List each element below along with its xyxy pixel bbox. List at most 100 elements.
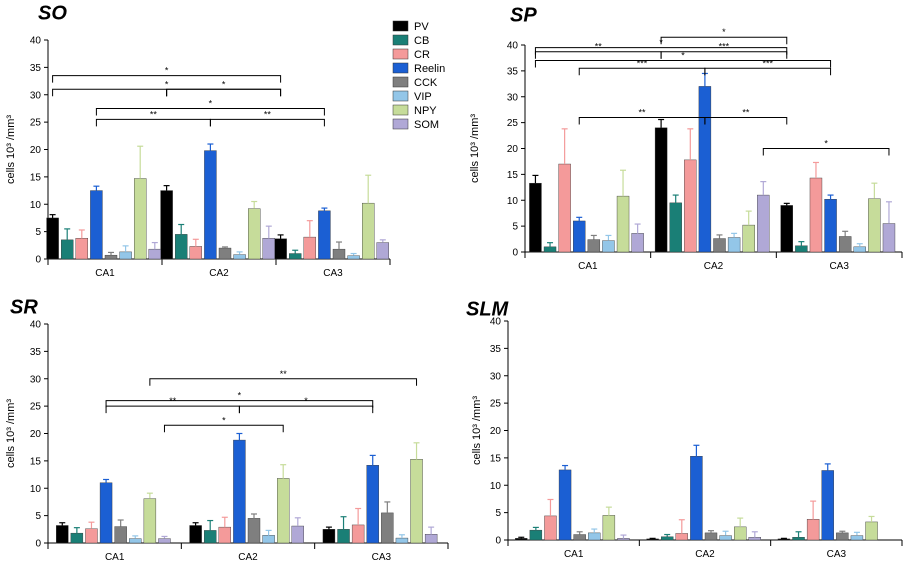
significance-bracket — [578, 116, 706, 125]
bar-npy — [410, 459, 423, 544]
significance-label: *** — [719, 42, 730, 52]
bar-cr — [218, 526, 232, 544]
y-tick-label: 40 — [507, 41, 519, 52]
bar-cr — [684, 159, 697, 253]
bar-pv — [646, 538, 659, 541]
bar-cck — [838, 236, 852, 253]
y-tick-label: 25 — [507, 118, 519, 129]
y-tick-label: 15 — [507, 170, 519, 181]
legend-label-vip: VIP — [414, 91, 432, 103]
y-tick-label: 20 — [490, 426, 502, 437]
legend-swatch-npy — [392, 104, 409, 116]
y-tick-label: 0 — [495, 536, 501, 547]
bar-cb — [543, 246, 557, 253]
bar-reelin — [318, 210, 331, 260]
bar-npy — [602, 515, 616, 541]
legend-swatch-cr — [392, 48, 409, 60]
y-tick-label: 20 — [30, 429, 42, 440]
y-tick-label: 5 — [512, 222, 518, 233]
y-tick-label: 40 — [30, 320, 42, 331]
bar-pv — [780, 205, 793, 253]
bar-reelin — [821, 470, 834, 541]
significance-label: ** — [639, 107, 647, 117]
y-tick-label: 10 — [507, 196, 519, 207]
bar-cr — [85, 528, 98, 544]
significance-bracket — [95, 118, 211, 127]
x-tick-label: CA3 — [827, 549, 847, 560]
significance-bracket — [105, 405, 240, 414]
bar-som — [617, 538, 630, 541]
bar-cb — [70, 532, 84, 544]
bar-npy — [362, 202, 375, 260]
significance-label: * — [209, 98, 213, 108]
y-tick-label: 25 — [30, 118, 42, 129]
significance-label: * — [722, 27, 726, 37]
bar-cb — [792, 537, 805, 541]
legend-label-som: SOM — [414, 119, 439, 131]
bar-npy — [865, 521, 878, 541]
bar-som — [376, 242, 389, 260]
bar-reelin — [824, 199, 837, 253]
significance-label: * — [824, 139, 828, 149]
significance-bracket — [534, 60, 832, 68]
significance-label: ** — [280, 369, 288, 379]
y-tick-label: 30 — [30, 90, 42, 101]
bar-som — [148, 248, 162, 260]
bar-vip — [727, 237, 741, 253]
bar-npy — [143, 498, 157, 544]
y-axis-label: cells 10³ /mm³ — [5, 115, 17, 184]
significance-label: ** — [169, 396, 177, 406]
bar-cr — [809, 177, 823, 253]
significance-bracket — [704, 116, 788, 125]
bar-reelin — [204, 150, 217, 260]
x-tick-label: CA1 — [564, 549, 584, 560]
significance-bracket — [163, 424, 284, 433]
y-tick-label: 20 — [507, 144, 519, 155]
bar-pv — [322, 529, 336, 544]
bar-cb — [795, 245, 808, 253]
significance-bracket — [578, 67, 706, 76]
bar-cb — [203, 530, 217, 544]
legend-swatch-cb — [392, 34, 409, 46]
legend-label-reelin: Reelin — [414, 63, 445, 75]
bar-cr — [806, 518, 820, 541]
y-tick-label: 10 — [30, 200, 42, 211]
y-axis-label: cells 10³ /mm³ — [471, 396, 483, 465]
bar-npy — [742, 224, 755, 253]
x-tick-label: CA2 — [704, 261, 724, 272]
legend-swatch-som — [392, 118, 409, 130]
bar-pv — [274, 238, 287, 260]
bar-cr — [351, 524, 365, 544]
significance-bracket — [95, 107, 325, 116]
bar-cck — [573, 534, 586, 541]
significance-label: *** — [762, 58, 773, 68]
bar-pv — [56, 525, 69, 544]
significance-bracket — [149, 378, 418, 386]
panel-title: SR — [10, 296, 38, 318]
bar-cr — [675, 533, 688, 541]
significance-bracket — [660, 36, 788, 45]
significance-label: * — [238, 391, 242, 401]
bar-reelin — [366, 465, 379, 544]
bar-cr — [189, 246, 203, 260]
y-tick-label: 0 — [35, 539, 41, 550]
y-tick-label: 35 — [30, 347, 42, 358]
chart-sp: SP cells 10³ /mm³ 0 5 10 15 20 25 30 35 40 CA1 CA2 CA… — [469, 4, 903, 272]
significance-label: * — [222, 415, 226, 425]
x-tick-label: CA3 — [323, 268, 343, 279]
bar-vip — [853, 246, 866, 253]
bar-som — [631, 233, 644, 253]
y-tick-label: 10 — [30, 484, 42, 495]
x-tick-label: CA1 — [578, 261, 598, 272]
x-tick-label: CA2 — [695, 549, 715, 560]
x-tick-label: CA2 — [209, 268, 229, 279]
bar-vip — [262, 535, 275, 544]
panel-title: SP — [510, 4, 537, 26]
y-tick-label: 30 — [30, 374, 42, 385]
bar-npy — [734, 526, 747, 541]
bar-pv — [654, 127, 668, 253]
bar-cr — [558, 163, 571, 253]
legend: PV CB CR Reelin CCK VIP NPY SOM — [392, 20, 445, 131]
bar-vip — [395, 537, 409, 544]
